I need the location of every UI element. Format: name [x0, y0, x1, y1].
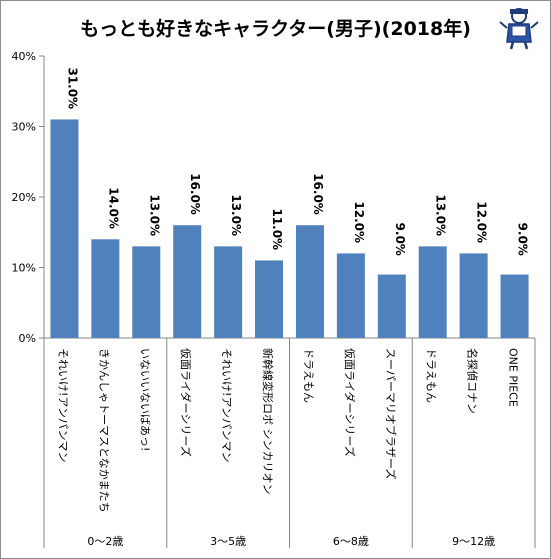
category-label: 名探偵コナン — [466, 348, 480, 414]
category-label: それいけ!アンパンマン — [56, 348, 69, 463]
category-label: きかんしゃトーマスとなかまたち — [97, 348, 110, 513]
data-label: 13.0% — [147, 194, 161, 236]
data-label: 12.0% — [352, 201, 366, 243]
y-tick-label: 20% — [12, 191, 36, 204]
data-label: 16.0% — [188, 173, 202, 215]
bar — [132, 246, 161, 338]
y-tick-label: 10% — [12, 262, 36, 275]
bar — [91, 239, 120, 338]
data-label: 14.0% — [106, 187, 120, 229]
mascot-icon — [499, 8, 539, 50]
y-tick-label: 40% — [12, 50, 36, 63]
category-label: いないいないばあっ! — [138, 348, 151, 451]
data-label: 31.0% — [65, 67, 79, 109]
category-label: 新幹線変形ロボ シンカリオン — [261, 348, 275, 495]
bar — [255, 260, 284, 338]
bar — [336, 253, 365, 338]
bar — [295, 225, 324, 338]
bar — [173, 225, 202, 338]
category-label: それいけ!アンパンマン — [220, 348, 233, 463]
bar — [418, 246, 447, 338]
y-tick-label: 30% — [12, 121, 36, 134]
data-label: 9.0% — [393, 223, 407, 256]
data-label: 13.0% — [434, 194, 448, 236]
category-label: 仮面ライダーシリーズ — [179, 348, 193, 457]
data-label: 16.0% — [311, 173, 325, 215]
data-label: 11.0% — [270, 208, 284, 250]
data-label: 13.0% — [229, 194, 243, 236]
group-label: 0～2歳 — [87, 535, 123, 548]
category-label: スーパーマリオブラザーズ — [384, 348, 398, 479]
category-label: ドラえもん — [425, 348, 438, 403]
data-label: 12.0% — [475, 201, 489, 243]
group-label: 3～5歳 — [210, 535, 246, 548]
category-label: ONE PIECE — [507, 348, 520, 407]
category-label: ドラえもん — [302, 348, 315, 403]
bar — [377, 274, 406, 338]
bar — [50, 119, 79, 338]
bar — [459, 253, 488, 338]
group-label: 6～8歳 — [333, 535, 369, 548]
bar — [214, 246, 243, 338]
y-tick-label: 0% — [19, 332, 36, 345]
group-label: 9～12歳 — [452, 535, 495, 548]
data-label: 9.0% — [516, 223, 530, 256]
category-label: 仮面ライダーシリーズ — [343, 348, 357, 457]
bar — [500, 274, 529, 338]
chart-title: もっとも好きなキャラクター(男子)(2018年) — [80, 18, 471, 40]
